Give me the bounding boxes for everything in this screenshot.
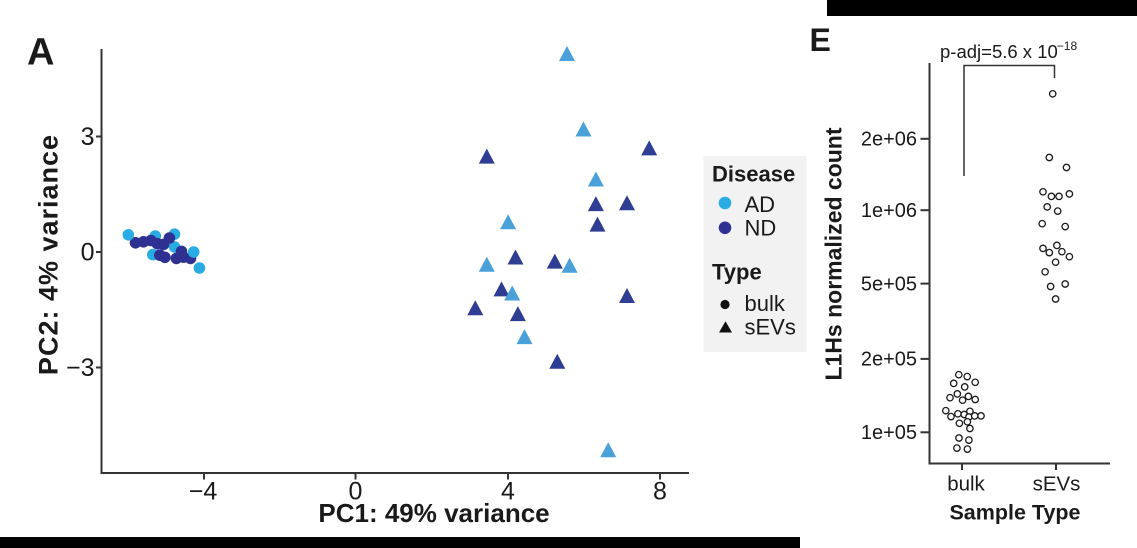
svg-text:AD: AD: [745, 192, 776, 217]
svg-text:2e+05: 2e+05: [861, 349, 917, 371]
svg-text:Disease: Disease: [712, 161, 795, 186]
svg-text:PC1: 49% variance: PC1: 49% variance: [318, 498, 549, 528]
svg-text:5e+05: 5e+05: [861, 273, 917, 295]
svg-text:L1Hs normalized count: L1Hs normalized count: [821, 127, 847, 380]
svg-text:p-adj=5.6 x 10−18: p-adj=5.6 x 10−18: [940, 39, 1077, 62]
svg-text:−3: −3: [66, 354, 95, 382]
svg-text:bulk: bulk: [947, 473, 985, 496]
svg-text:0: 0: [81, 239, 95, 267]
svg-text:3: 3: [81, 123, 95, 151]
svg-text:sEVs: sEVs: [745, 315, 796, 340]
svg-text:1e+06: 1e+06: [861, 200, 917, 222]
svg-text:E: E: [810, 22, 831, 58]
svg-text:8: 8: [653, 478, 667, 506]
svg-text:ND: ND: [745, 216, 777, 241]
svg-text:1e+05: 1e+05: [861, 422, 917, 444]
svg-text:PC2: 4% variance: PC2: 4% variance: [34, 134, 64, 375]
svg-text:Sample Type: Sample Type: [949, 501, 1080, 525]
svg-text:sEVs: sEVs: [1033, 473, 1081, 496]
svg-text:bulk: bulk: [745, 291, 786, 316]
svg-text:2e+06: 2e+06: [861, 129, 917, 151]
svg-text:0: 0: [349, 478, 363, 506]
svg-text:A: A: [27, 32, 54, 74]
svg-text:Type: Type: [712, 260, 762, 285]
svg-text:4: 4: [501, 478, 515, 506]
svg-text:−4: −4: [189, 478, 218, 506]
